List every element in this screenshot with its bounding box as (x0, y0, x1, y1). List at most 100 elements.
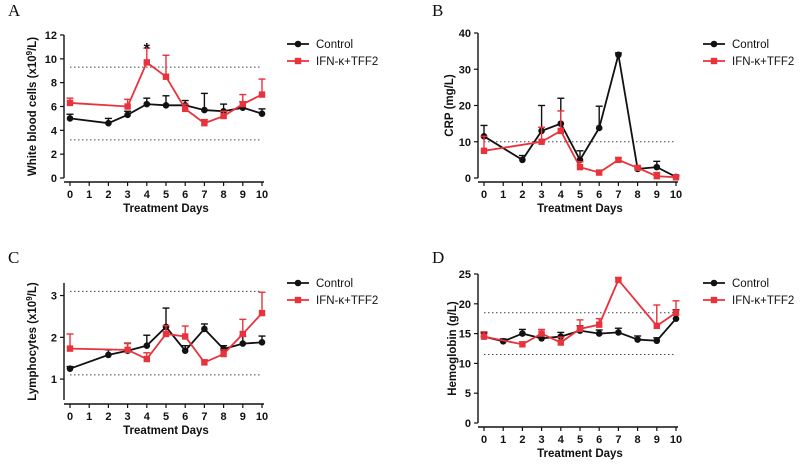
panel-letter: D (432, 248, 444, 267)
data-point (595, 124, 603, 132)
x-tick-label: 10 (670, 189, 682, 201)
data-point (239, 100, 246, 108)
x-tick-label: 3 (539, 189, 545, 201)
x-tick-label: 6 (182, 189, 188, 201)
y-tick-label: 1 (51, 374, 57, 386)
x-tick-label: 0 (481, 434, 487, 446)
data-point (201, 106, 208, 114)
data-point (672, 315, 680, 323)
y-tick-label: 2 (51, 149, 57, 161)
y-tick-label: 20 (459, 101, 471, 113)
x-tick-label: 4 (558, 434, 565, 446)
x-tick-label: 1 (86, 189, 92, 201)
y-tick-label: 0 (465, 173, 471, 185)
legend-label: IFN-κ+TFF2 (316, 295, 378, 307)
data-point (143, 100, 151, 108)
x-tick-label: 4 (558, 189, 565, 201)
x-tick-label: 7 (201, 189, 207, 201)
x-tick-label: 9 (654, 434, 660, 446)
x-tick-label: 8 (221, 189, 227, 201)
legend-label: IFN-κ+TFF2 (732, 56, 794, 68)
legend: Control IFN-κ+TFF2 (287, 39, 378, 68)
x-tick-label: 6 (596, 189, 602, 201)
data-point (124, 111, 131, 119)
x-tick-label: 3 (125, 411, 131, 423)
data-point (634, 336, 641, 343)
y-tick-label: 5 (465, 388, 471, 400)
series-control (66, 92, 266, 127)
legend-label: Control (316, 39, 353, 51)
series-line (483, 278, 677, 346)
data-point (143, 342, 151, 349)
data-point (615, 51, 622, 59)
series-control (66, 307, 266, 372)
data-point (143, 59, 150, 66)
data-point (538, 330, 545, 337)
x-tick-label: 2 (519, 434, 525, 446)
series-control (480, 51, 680, 181)
x-tick-label: 10 (256, 189, 268, 201)
legend: Control IFN-κ+TFF2 (287, 278, 378, 307)
y-tick-label: 15 (459, 329, 471, 341)
x-tick-label: 9 (240, 411, 246, 423)
data-point (162, 330, 170, 338)
data-point (201, 325, 208, 333)
data-point (519, 156, 526, 164)
x-tick-label: 9 (654, 189, 660, 201)
x-tick-label: 4 (144, 189, 151, 201)
x-tick-label: 5 (577, 434, 583, 446)
data-point (105, 351, 112, 359)
x-tick-label: 9 (240, 189, 246, 201)
data-point (595, 330, 603, 337)
legend-label: Control (732, 39, 769, 51)
legend: Control IFN-κ+TFF2 (703, 278, 794, 307)
y-tick-label: 10 (45, 54, 57, 66)
y-axis-title: White blood cells (x109/L) (25, 37, 40, 176)
data-point (124, 346, 131, 354)
x-tick-label: 0 (67, 411, 73, 423)
y-tick-label: 6 (51, 102, 57, 114)
data-point (258, 339, 266, 346)
data-point (143, 355, 150, 363)
data-point (480, 333, 488, 340)
data-point (162, 73, 170, 80)
y-tick-label: 2 (51, 332, 57, 344)
x-tick-label: 8 (635, 434, 641, 446)
panel-c: C 1 2 3 0 1 2 3 4 5 6 7 8 9 10 Treatment Days Lymphocyte… (8, 248, 378, 437)
x-tick-label: 2 (519, 189, 525, 201)
legend-marker (294, 57, 302, 65)
data-point (201, 119, 208, 127)
y-tick-label: 25 (459, 269, 471, 281)
legend-label: IFN-κ+TFF2 (316, 56, 378, 68)
data-point (576, 325, 584, 333)
legend-marker (710, 279, 718, 287)
legend-marker (710, 57, 718, 65)
data-point (653, 172, 660, 180)
y-tick-label: 4 (51, 125, 58, 137)
legend-marker (294, 40, 302, 48)
data-point (672, 309, 680, 316)
data-point (596, 321, 603, 328)
data-point (615, 156, 622, 164)
series-line (483, 54, 677, 178)
series-ifn-tff2 (66, 47, 266, 127)
data-point (181, 347, 189, 354)
legend-marker (294, 296, 302, 304)
panel-letter: B (432, 1, 443, 20)
significance-marker: * (144, 41, 151, 58)
data-point (182, 333, 189, 340)
x-tick-label: 10 (256, 411, 268, 423)
x-tick-label: 1 (500, 189, 506, 201)
y-tick-label: 20 (459, 299, 471, 311)
y-axis-title: Hemoglobin (g/L) (447, 301, 459, 396)
data-point (124, 103, 131, 110)
x-tick-label: 1 (500, 434, 506, 446)
data-point (557, 127, 564, 135)
y-tick-label: 30 (459, 64, 471, 76)
series-ifn-tff2 (480, 276, 680, 348)
data-point (66, 99, 74, 107)
x-axis-title: Treatment Days (537, 203, 623, 215)
